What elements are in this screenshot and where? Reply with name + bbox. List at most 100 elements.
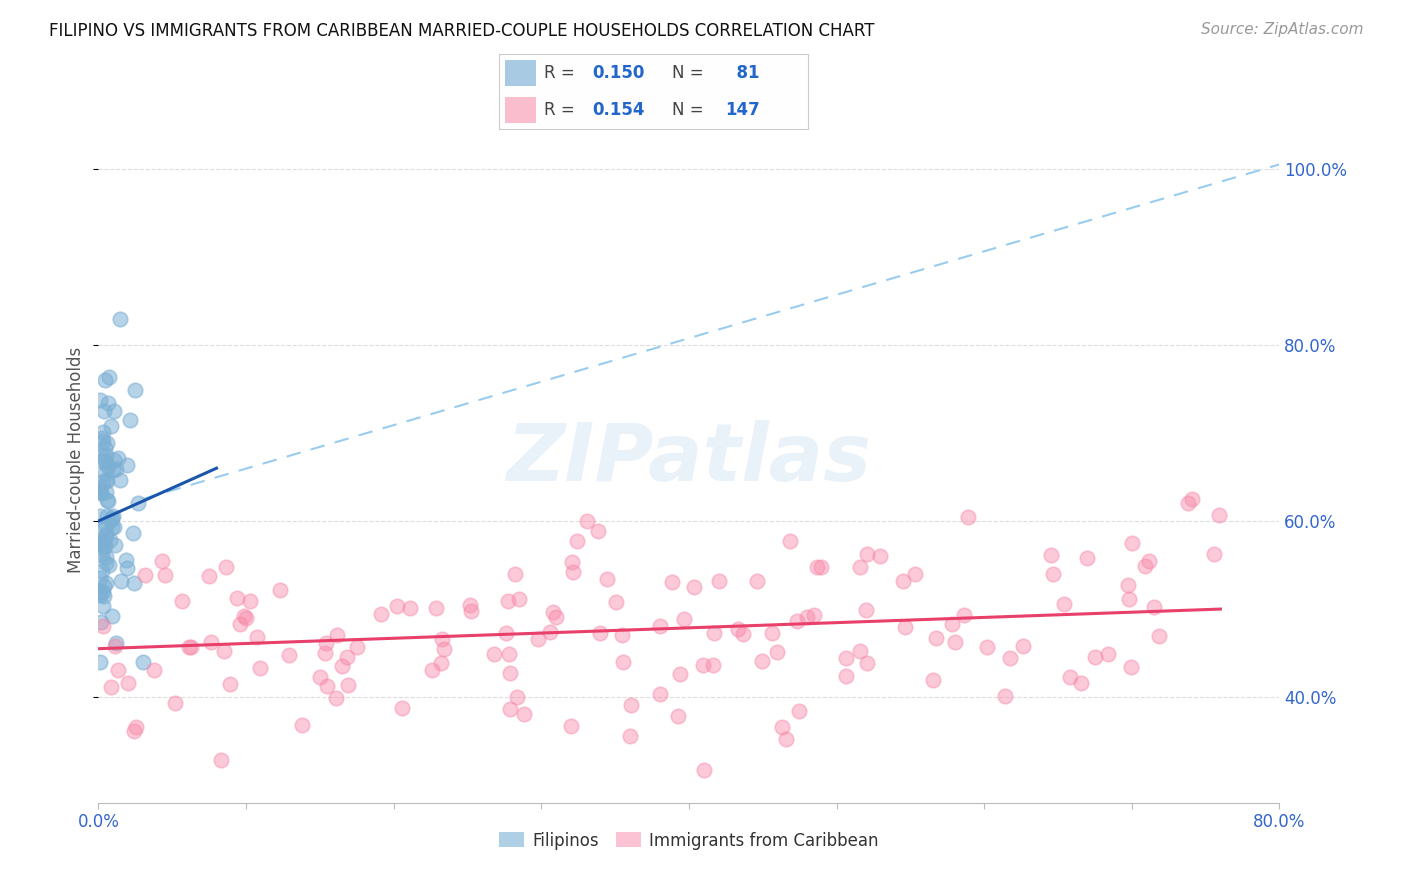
Point — [561, 555, 583, 569]
Point — [420, 664, 443, 678]
Point — [495, 626, 517, 640]
Point — [346, 640, 368, 654]
Point — [93, 599, 115, 613]
Point — [1042, 567, 1064, 582]
Point — [180, 640, 202, 655]
Point — [661, 574, 683, 589]
Point — [806, 560, 828, 574]
Point — [398, 600, 420, 615]
Point — [94, 442, 117, 456]
Point — [96, 575, 118, 590]
Point — [1118, 592, 1140, 607]
Point — [425, 601, 447, 615]
Point — [891, 574, 914, 589]
Point — [93, 579, 115, 593]
Point — [849, 559, 872, 574]
Point — [943, 634, 966, 648]
Point — [104, 461, 127, 475]
Point — [89, 393, 111, 408]
Point — [309, 670, 332, 684]
Point — [496, 594, 519, 608]
Text: R =: R = — [544, 101, 581, 119]
Point — [1181, 491, 1204, 506]
Point — [229, 617, 252, 632]
Point — [91, 549, 114, 563]
Point — [1177, 496, 1199, 510]
Point — [103, 453, 125, 467]
Point — [97, 459, 120, 474]
Point — [484, 647, 506, 661]
Point — [91, 534, 114, 549]
Point — [91, 434, 114, 448]
Point — [101, 609, 124, 624]
Point — [209, 753, 232, 767]
Point — [370, 607, 392, 622]
Point — [976, 640, 998, 654]
Point — [91, 619, 114, 633]
Point — [127, 496, 149, 510]
Point — [430, 656, 453, 670]
Point — [246, 630, 269, 644]
Point — [692, 657, 714, 672]
Point — [498, 647, 520, 661]
Point — [855, 602, 877, 616]
Point — [134, 568, 156, 582]
Point — [94, 539, 117, 553]
Point — [107, 663, 129, 677]
Point — [385, 599, 408, 614]
Point — [117, 675, 139, 690]
Point — [212, 644, 235, 658]
Point — [94, 529, 117, 543]
Point — [993, 689, 1015, 703]
Point — [835, 669, 858, 683]
Point — [610, 628, 633, 642]
Point — [100, 419, 122, 434]
Point — [904, 567, 927, 582]
Point — [1097, 647, 1119, 661]
Point — [702, 658, 724, 673]
Point — [103, 404, 125, 418]
Point — [941, 617, 963, 632]
Point — [96, 436, 118, 450]
Point — [98, 533, 121, 548]
Point — [132, 655, 155, 669]
Point — [775, 731, 797, 746]
Point — [561, 565, 583, 579]
Point — [1133, 558, 1156, 573]
Point — [1053, 597, 1076, 611]
Point — [314, 646, 336, 660]
Bar — [505, 61, 536, 87]
Point — [96, 396, 118, 410]
Point — [101, 510, 124, 524]
Point — [170, 594, 193, 608]
Point — [121, 525, 143, 540]
Point — [787, 704, 810, 718]
Point — [93, 589, 115, 603]
Point — [89, 485, 111, 500]
Point — [105, 636, 128, 650]
Point — [1143, 600, 1166, 615]
Point — [1040, 549, 1063, 563]
Text: FILIPINO VS IMMIGRANTS FROM CARIBBEAN MARRIED-COUPLE HOUSEHOLDS CORRELATION CHAR: FILIPINO VS IMMIGRANTS FROM CARIBBEAN MA… — [49, 22, 875, 40]
Point — [90, 536, 112, 550]
Point — [513, 707, 536, 722]
Point — [596, 572, 619, 586]
Point — [93, 522, 115, 536]
Point — [91, 431, 114, 445]
Point — [94, 373, 117, 387]
Point — [110, 574, 132, 588]
Point — [150, 554, 173, 568]
Point — [97, 494, 120, 508]
Point — [94, 454, 117, 468]
Point — [1119, 659, 1142, 673]
Point — [544, 609, 567, 624]
Point — [89, 508, 111, 523]
Point — [669, 666, 692, 681]
Text: 0.150: 0.150 — [592, 64, 644, 82]
Point — [765, 645, 787, 659]
Point — [508, 592, 530, 607]
Point — [707, 574, 730, 589]
Point — [683, 580, 706, 594]
Point — [118, 413, 141, 427]
Point — [668, 709, 690, 723]
